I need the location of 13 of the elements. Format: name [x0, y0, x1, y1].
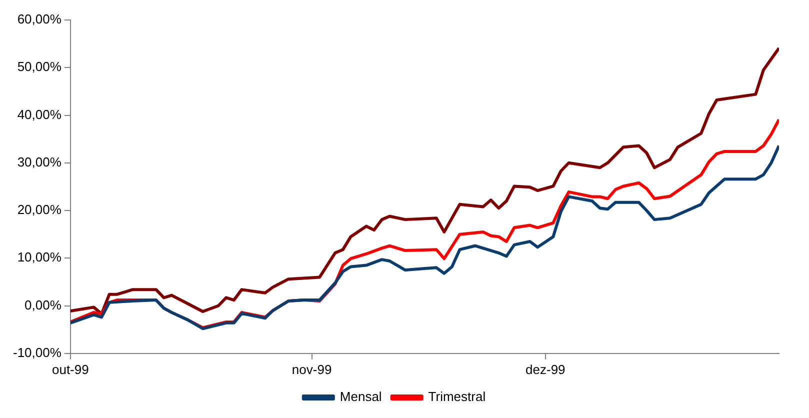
x-tick-label: nov-99	[292, 362, 332, 377]
y-tick-label: 40,00%	[17, 106, 62, 122]
y-tick-label: -10,00%	[13, 344, 62, 360]
y-tick-label: 20,00%	[17, 202, 62, 218]
y-tick-label: 0,00%	[24, 297, 62, 312]
y-tick-label: 50,00%	[17, 59, 62, 74]
x-tick-label: dez-99	[526, 362, 566, 377]
legend-label: Trimestral	[428, 389, 486, 404]
y-tick-label: 60,00%	[17, 12, 62, 27]
x-tick-label: out-99	[52, 362, 89, 377]
legend-label: Mensal	[340, 389, 382, 404]
y-tick-label: 30,00%	[17, 154, 62, 170]
y-tick-label: 10,00%	[17, 250, 62, 265]
